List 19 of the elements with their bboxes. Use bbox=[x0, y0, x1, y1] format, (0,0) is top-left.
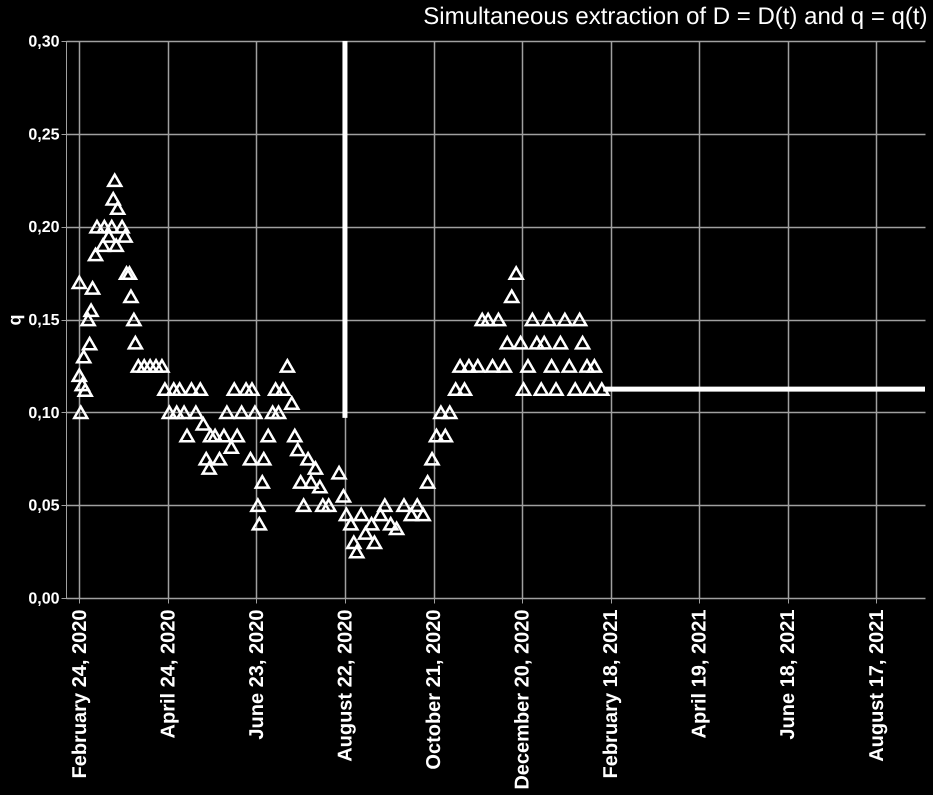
x-tick-label: April 19, 2021 bbox=[688, 610, 711, 738]
y-tick-label: 0,05 bbox=[28, 498, 60, 515]
x-tick-label: June 18, 2021 bbox=[777, 610, 800, 740]
y-tick-label: 0,20 bbox=[28, 219, 60, 236]
y-axis-title: q bbox=[4, 314, 24, 326]
y-tick-label: 0,15 bbox=[28, 312, 60, 329]
x-tick-label: October 21, 2020 bbox=[423, 610, 446, 770]
x-tick-label: June 23, 2020 bbox=[246, 610, 268, 740]
x-tick-label: August 22, 2020 bbox=[334, 610, 356, 762]
x-tick-label: August 17, 2021 bbox=[866, 610, 888, 762]
chart-title: Simultaneous extraction of D = D(t) and q = q(t) bbox=[423, 3, 928, 30]
y-tick-label: 0,00 bbox=[28, 590, 60, 608]
y-tick-label: 0,25 bbox=[28, 126, 60, 144]
x-tick-label: February 24, 2020 bbox=[68, 610, 91, 778]
x-tick-label: April 24, 2020 bbox=[157, 610, 180, 738]
x-tick-label: February 18, 2021 bbox=[600, 610, 622, 778]
x-tick-label: December 20, 2020 bbox=[512, 610, 534, 790]
y-tick-label: 0,30 bbox=[28, 34, 60, 50]
y-tick-label: 0,10 bbox=[28, 404, 60, 422]
